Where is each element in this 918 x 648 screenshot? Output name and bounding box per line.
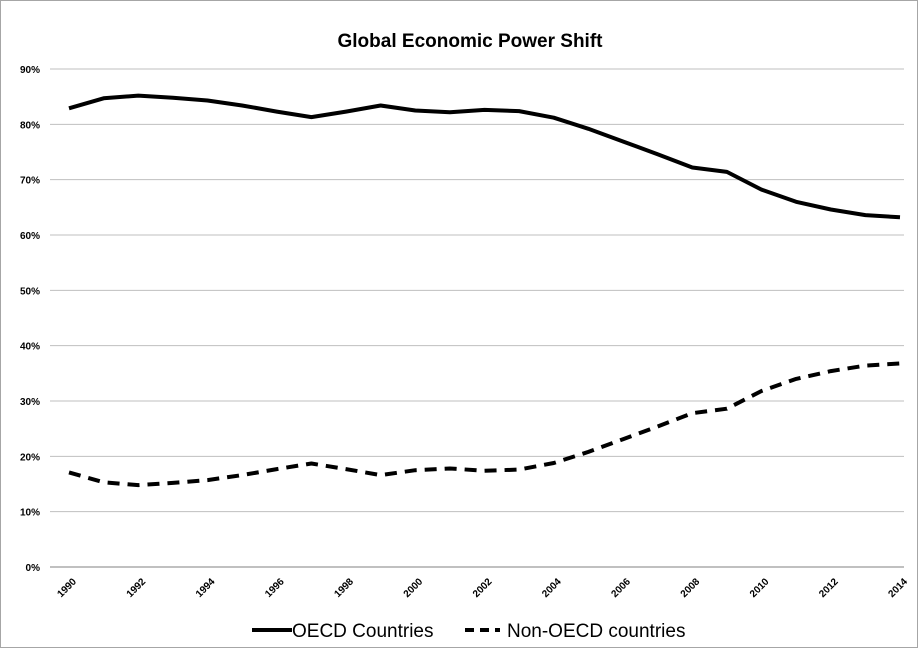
- y-tick-label: 40%: [20, 342, 40, 353]
- chart-title: Global Economic Power Shift: [338, 31, 604, 52]
- series-line-non-oecd: [68, 361, 901, 488]
- y-tick-label: 10%: [20, 508, 40, 519]
- x-tick-label: 1992: [125, 576, 149, 600]
- series-line-oecd: [68, 93, 901, 220]
- legend-label: Non-OECD countries: [507, 621, 685, 642]
- y-tick-label: 30%: [20, 397, 40, 408]
- y-tick-label: 80%: [20, 120, 40, 131]
- y-tick-label: 20%: [20, 452, 40, 463]
- y-tick-label: 90%: [20, 65, 40, 76]
- x-tick-label: 2006: [609, 576, 633, 600]
- legend-label: OECD Countries: [292, 621, 434, 642]
- legend: OECD Countries Non-OECD countries: [252, 621, 685, 642]
- x-tick-label: 1996: [263, 576, 287, 600]
- gridlines: [50, 68, 904, 568]
- y-tick-label: 70%: [20, 176, 40, 187]
- x-tick-label: 1998: [332, 576, 356, 600]
- x-tick-label: 2004: [540, 576, 564, 600]
- y-axis-ticks: 0% 10% 20% 30% 40% 50% 60% 70% 80% 90%: [20, 65, 40, 574]
- y-tick-label: 0%: [26, 563, 41, 574]
- series-lines: [68, 93, 901, 488]
- x-tick-label: 2014: [886, 576, 910, 600]
- x-tick-label: 2002: [471, 576, 495, 600]
- x-tick-label: 2008: [679, 576, 703, 600]
- y-tick-label: 60%: [20, 231, 40, 242]
- y-tick-label: 50%: [20, 286, 40, 297]
- x-tick-label: 2000: [402, 576, 426, 600]
- x-tick-label: 1990: [55, 576, 79, 600]
- x-tick-label: 2012: [817, 576, 841, 600]
- x-axis-ticks: 1990 1992 1994 1996 1998 2000 2002 2004 2006 2008…: [55, 576, 910, 600]
- x-tick-label: 1994: [194, 576, 218, 600]
- x-tick-label: 2010: [748, 576, 772, 600]
